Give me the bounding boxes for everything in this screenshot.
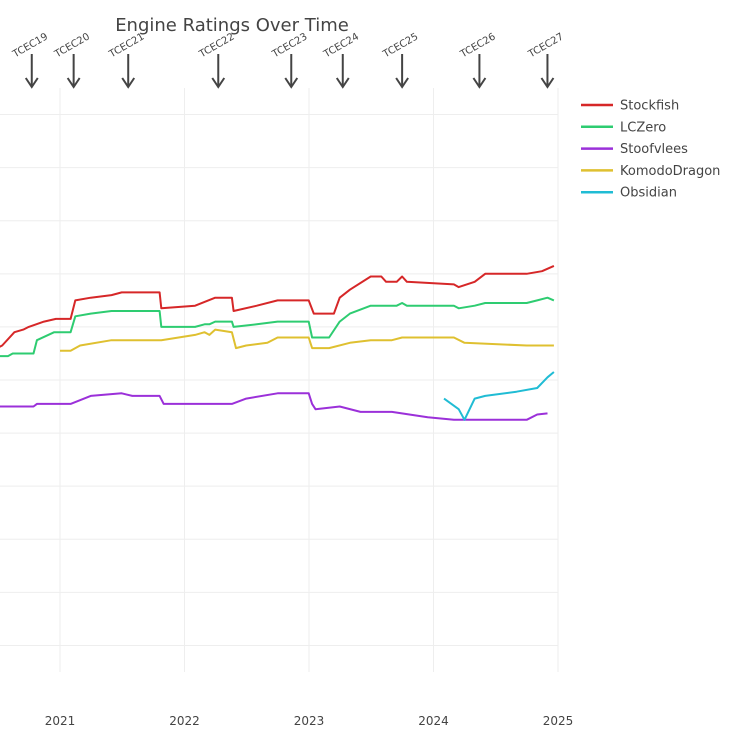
annotation-arrow-head: [395, 77, 409, 89]
series-line-obsidian: [443, 371, 555, 421]
annotation-tcec23: TCEC23: [270, 31, 309, 89]
annotation-arrow-head: [540, 77, 555, 89]
annotation-label: TCEC20: [52, 31, 92, 60]
series-line-lczero: [0, 296, 555, 358]
annotation-tcec20: TCEC20: [52, 31, 92, 89]
annotation-label: TCEC19: [10, 31, 50, 60]
tournament-annotations: TCEC18TCEC19TCEC20TCEC21TCEC22TCEC23TCEC…: [10, 31, 566, 89]
annotation-arrow-head: [335, 77, 350, 89]
annotation-tcec27: TCEC27: [526, 31, 566, 89]
annotation-arrow-head: [66, 77, 81, 89]
annotation-tcec25: TCEC25: [381, 31, 421, 89]
annotation-arrow-head: [284, 77, 299, 89]
annotation-tcec24: TCEC24: [321, 31, 361, 89]
annotation-tcec21: TCEC21: [107, 31, 146, 89]
plot-layer: [0, 264, 555, 421]
legend-item-komododragon[interactable]: KomodoDragon: [581, 164, 720, 179]
legend: Stockfish LCZero Stoofvlees KomodoDragon Obs…: [581, 99, 720, 201]
x-tick-label: 2023: [294, 714, 325, 728]
legend-label: KomodoDragon: [620, 164, 720, 179]
chart-title: Engine Ratings Over Time: [115, 15, 349, 36]
x-tick-label: 2025: [543, 714, 574, 728]
annotation-label: TCEC27: [526, 31, 566, 60]
x-tick-labels: 2021 2022 2023 2024 2025: [45, 714, 574, 728]
x-tick-label: 2021: [45, 714, 76, 728]
legend-label: Stockfish: [620, 99, 679, 114]
annotation-tcec26: TCEC26: [458, 31, 498, 89]
x-tick-label: 2024: [418, 714, 449, 728]
legend-item-lczero[interactable]: LCZero: [581, 120, 666, 135]
series-line-komododragon: [60, 328, 554, 352]
annotation-tcec22: TCEC22: [197, 31, 236, 89]
annotation-tcec19: TCEC19: [10, 31, 50, 89]
legend-label: LCZero: [620, 120, 666, 135]
legend-label: Obsidian: [620, 186, 677, 201]
annotation-arrow-head: [121, 77, 136, 89]
series-line-stockfish: [0, 264, 555, 348]
annotation-label: TCEC25: [381, 31, 421, 60]
series-line-stoofvlees: [0, 392, 548, 421]
legend-item-stockfish[interactable]: Stockfish: [581, 99, 679, 114]
x-tick-label: 2022: [169, 714, 200, 728]
grid-layer: [0, 88, 559, 672]
annotation-arrow-head: [472, 77, 487, 89]
annotation-arrow-head: [211, 77, 226, 89]
legend-item-obsidian[interactable]: Obsidian: [581, 186, 677, 201]
annotation-arrow-head: [24, 77, 39, 89]
legend-label: Stoofvlees: [620, 142, 688, 157]
legend-item-stoofvlees[interactable]: Stoofvlees: [581, 142, 688, 157]
annotation-label: TCEC26: [458, 31, 498, 60]
